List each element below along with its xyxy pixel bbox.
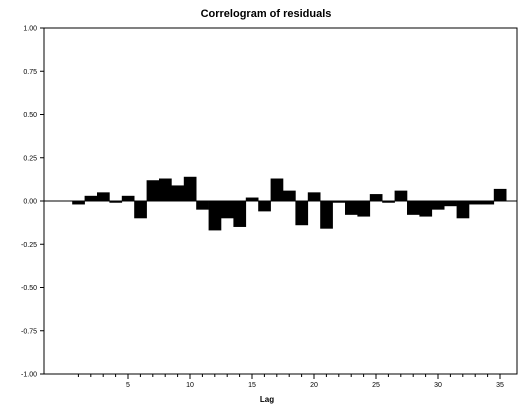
x-tick-label: 10 (186, 382, 194, 389)
bar-lag-10 (183, 176, 197, 201)
y-tick-label: -0.25 (21, 242, 37, 249)
bar-lag-24 (357, 201, 371, 217)
bar-lag-19 (295, 201, 309, 226)
x-tick-label: 25 (372, 382, 380, 389)
bar-lag-32 (456, 201, 470, 219)
bars-group (72, 176, 507, 231)
bar-lag-20 (307, 192, 321, 201)
bar-lag-34 (481, 201, 495, 205)
bar-lag-1 (72, 201, 85, 205)
y-tick-label: -1.00 (21, 372, 37, 379)
bar-lag-27 (394, 190, 408, 201)
y-tick-label: -0.75 (21, 328, 37, 335)
x-tick-label: 35 (496, 382, 504, 389)
bar-lag-17 (270, 178, 284, 201)
bar-lag-35 (493, 188, 507, 201)
bar-lag-25 (369, 194, 383, 201)
y-tick-label: 0.50 (23, 112, 37, 119)
x-tick-label: 30 (434, 382, 442, 389)
bar-lag-21 (320, 201, 333, 229)
y-tick-label: 0.00 (23, 199, 37, 206)
bar-lag-7 (146, 180, 160, 201)
bar-lag-11 (196, 201, 209, 210)
bar-lag-8 (159, 178, 172, 201)
bar-lag-23 (345, 201, 358, 215)
bar-lag-16 (258, 201, 271, 212)
bar-lag-4 (109, 201, 123, 203)
bar-lag-31 (444, 201, 457, 207)
bar-lag-6 (134, 201, 147, 219)
bar-lag-29 (419, 201, 433, 217)
bar-lag-3 (97, 192, 110, 201)
y-tick-label: -0.50 (21, 285, 37, 292)
x-tick-label: 5 (126, 382, 130, 389)
bar-lag-2 (84, 195, 98, 201)
x-tick-label: 15 (248, 382, 256, 389)
bar-lag-18 (283, 190, 296, 201)
bar-lag-5 (121, 195, 135, 201)
x-tick-label: 20 (310, 382, 318, 389)
bar-lag-22 (332, 201, 346, 203)
bar-lag-9 (171, 185, 185, 201)
bar-lag-33 (469, 201, 482, 205)
y-tick-label: 0.25 (23, 155, 37, 162)
y-tick-label: 1.00 (23, 26, 37, 33)
y-tick-label: 0.75 (23, 69, 37, 76)
y-axis-ticks: 1.00 0.75 0.50 0.25 0.00 -0.25 -0.50 -0.75 -1.00 (21, 26, 44, 379)
x-axis-ticks: 5 10 15 20 25 30 35 (77, 374, 504, 389)
bar-lag-26 (382, 201, 395, 203)
bar-lag-15 (245, 197, 259, 201)
chart-title: Correlogram of residuals (201, 8, 332, 20)
bar-lag-14 (233, 201, 247, 227)
bar-lag-30 (431, 201, 445, 210)
bar-lag-13 (221, 201, 234, 219)
bar-lag-28 (407, 201, 420, 215)
x-axis-label: Lag (260, 395, 274, 404)
bar-lag-12 (208, 201, 222, 231)
